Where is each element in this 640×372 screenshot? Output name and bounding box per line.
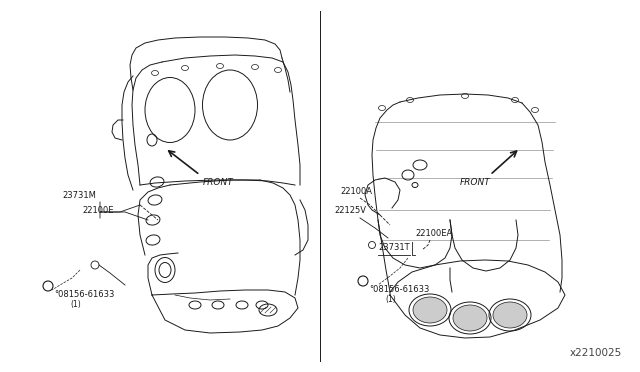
Ellipse shape bbox=[453, 305, 487, 331]
Text: 23731T: 23731T bbox=[378, 243, 410, 252]
Text: 22100EA: 22100EA bbox=[415, 229, 452, 238]
Text: FRONT: FRONT bbox=[460, 178, 491, 187]
Text: x2210025: x2210025 bbox=[570, 348, 622, 358]
Ellipse shape bbox=[493, 302, 527, 328]
Text: 22100E: 22100E bbox=[82, 206, 113, 215]
Text: 22100A: 22100A bbox=[340, 187, 372, 196]
Ellipse shape bbox=[413, 297, 447, 323]
Text: (1): (1) bbox=[70, 300, 81, 309]
Text: 23731M: 23731M bbox=[62, 191, 96, 200]
Text: 22125V: 22125V bbox=[334, 206, 366, 215]
Text: °08156-61633: °08156-61633 bbox=[369, 285, 429, 294]
Text: (1): (1) bbox=[385, 295, 396, 304]
Text: FRONT: FRONT bbox=[203, 178, 234, 187]
Text: °08156-61633: °08156-61633 bbox=[54, 290, 115, 299]
